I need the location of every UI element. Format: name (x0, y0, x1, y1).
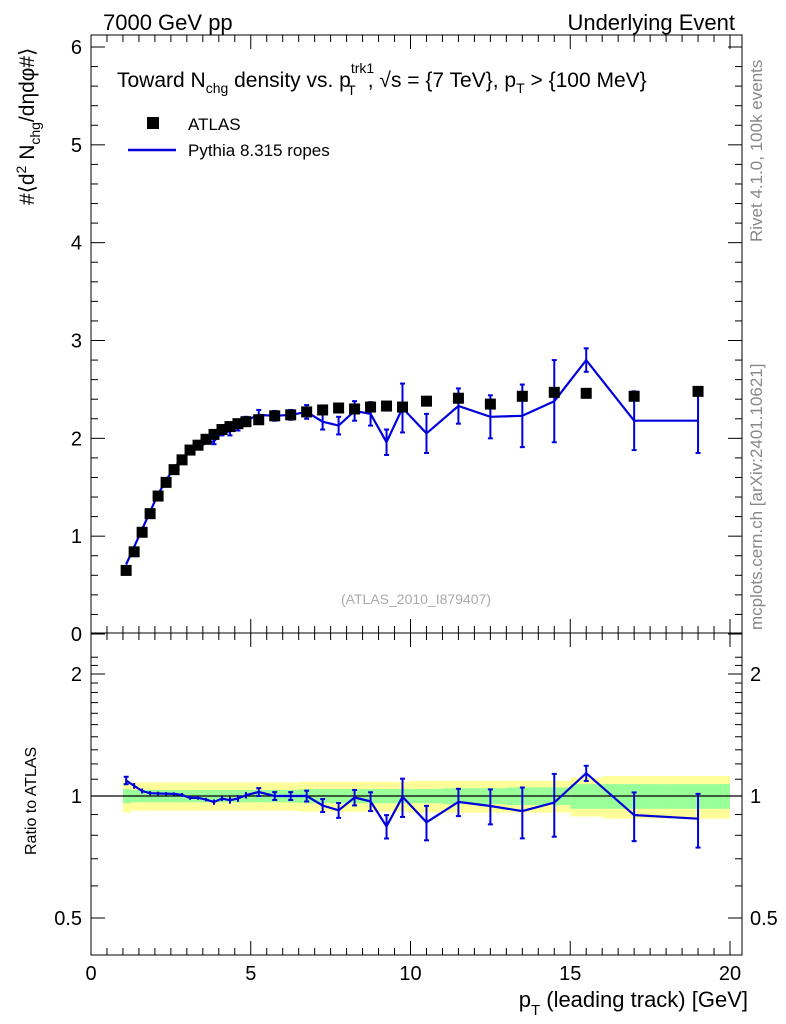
atlas-data-point (253, 414, 265, 426)
ratio-y-tick-label: 0.5 (54, 908, 82, 930)
ratio-y-tick-label-right: 1 (750, 786, 761, 808)
atlas-data-point (365, 401, 377, 413)
y-tick-label: 5 (71, 135, 82, 157)
y-tick-label: 1 (71, 526, 82, 548)
x-tick-label: 10 (399, 963, 421, 985)
y-tick-label: 2 (71, 428, 82, 450)
atlas-data-point (120, 564, 132, 576)
atlas-data-point (484, 398, 496, 410)
atlas-data-point (301, 406, 313, 418)
ratio-y-tick-label: 1 (71, 786, 82, 808)
atlas-data-point (160, 476, 172, 488)
y-tick-label: 4 (71, 233, 82, 255)
atlas-data-point (176, 454, 188, 466)
axes-layer: 0 5 10 15 20 0 1 2 3 4 5 6 0.5 0.5 1 1 2 2 (54, 34, 778, 985)
atlas-data-point (216, 424, 228, 436)
atlas-data-point (184, 444, 196, 456)
atlas-data-point (317, 404, 329, 416)
y-axis-label: #⟨d2 Nchg/dηdφ#⟩ (13, 48, 43, 205)
legend: ATLAS Pythia 8.315 ropes (128, 115, 330, 160)
y-tick-label: 0 (71, 624, 82, 646)
atlas-data-point (208, 428, 220, 440)
atlas-data-point (269, 410, 281, 422)
analysis-watermark: (ATLAS_2010_I879407) (341, 591, 491, 607)
x-tick-label: 0 (85, 963, 96, 985)
ratio-y-axis-label: Ratio to ATLAS (23, 747, 40, 855)
atlas-data-point (232, 418, 244, 430)
marks-layer (120, 347, 704, 849)
atlas-data-point (285, 409, 297, 421)
y-tick-label: 6 (71, 37, 82, 59)
atlas-data-point (381, 400, 393, 412)
atlas-data-point (628, 390, 640, 402)
y-tick-label: 3 (71, 331, 82, 353)
x-tick-label: 15 (559, 963, 581, 985)
ratio-y-tick-label: 2 (71, 664, 82, 686)
ratio-y-tick-label-right: 0.5 (750, 908, 778, 930)
header-left: 7000 GeV pp (103, 10, 233, 35)
atlas-data-point (200, 433, 212, 445)
atlas-data-point (136, 526, 148, 538)
legend-atlas-label: ATLAS (188, 115, 241, 134)
atlas-data-point (224, 421, 236, 433)
legend-mc-label: Pythia 8.315 ropes (188, 141, 330, 160)
ratio-y-tick-label-right: 2 (750, 664, 761, 686)
header-right: Underlying Event (567, 10, 735, 35)
x-tick-label: 20 (719, 963, 741, 985)
atlas-data-point (333, 402, 345, 414)
atlas-data-point (420, 395, 432, 407)
ratio-mc-line (125, 771, 699, 829)
mcplots-info: mcplots.cern.ch [arXiv:2401.10621] (747, 364, 766, 630)
x-axis-label: pT (leading track) [GeV] (519, 987, 748, 1019)
atlas-data-point (152, 490, 164, 502)
atlas-data-point (397, 401, 409, 413)
atlas-data-point (128, 546, 140, 558)
chart-title: Toward Nchg density vs. ptrk1 T, √s = {7 … (117, 60, 647, 98)
atlas-data-point (548, 386, 560, 398)
atlas-data-point (580, 387, 592, 399)
legend-atlas-marker (147, 117, 159, 129)
ratio-frame (90, 632, 743, 956)
mc-series-line (125, 358, 698, 565)
x-tick-label: 5 (245, 963, 256, 985)
atlas-data-point (240, 416, 252, 428)
atlas-data-point (144, 508, 156, 520)
rivet-info: Rivet 4.1.0, 100k events (747, 60, 766, 242)
atlas-data-point (452, 392, 464, 404)
atlas-data-point (692, 385, 704, 397)
atlas-data-point (192, 439, 204, 451)
atlas-data-point (516, 390, 528, 402)
atlas-data-point (349, 403, 361, 415)
atlas-data-point (168, 464, 180, 476)
